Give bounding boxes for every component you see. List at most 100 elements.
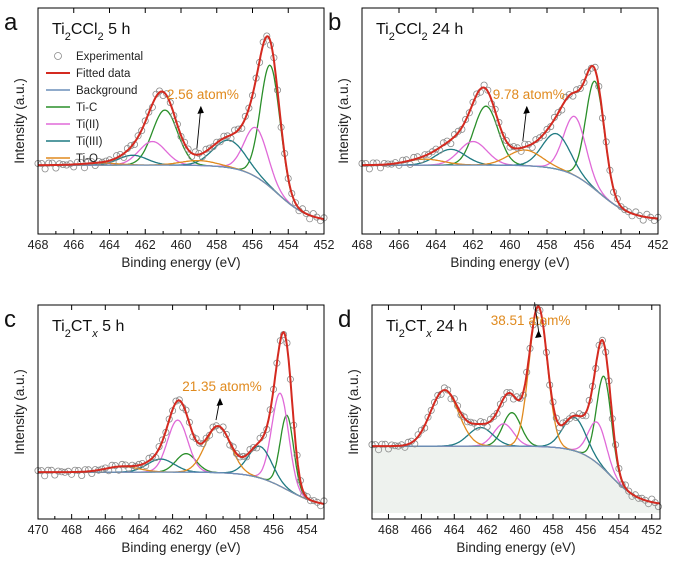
x-tick-label: 458: [229, 523, 250, 537]
atom-percent-annotation: 21.35 atom%: [182, 379, 262, 394]
experimental-point: [41, 472, 49, 480]
panel-letter: a: [4, 9, 18, 36]
x-tick-label: 464: [426, 238, 447, 252]
experimental-point: [624, 208, 632, 216]
experimental-point: [234, 125, 242, 133]
experimental-point: [88, 158, 96, 166]
experimental-point: [506, 389, 514, 397]
x-tick-label: 454: [608, 523, 629, 537]
legend-entry: Ti(III): [76, 136, 103, 148]
atom-percent-annotation: 2.56 atom%: [167, 87, 239, 102]
x-tick-label: 466: [389, 238, 410, 252]
x-tick-label: 468: [28, 238, 49, 252]
experimental-point: [77, 158, 85, 166]
experimental-point: [536, 134, 544, 142]
annotation-arrowhead: [523, 105, 530, 114]
experimental-point: [625, 487, 633, 495]
experimental-point: [454, 127, 462, 135]
y-axis-label: Intensity (a.u.): [336, 78, 351, 164]
x-tick-label: 468: [352, 238, 373, 252]
x-axis-label: Binding energy (eV): [450, 255, 569, 270]
experimental-point: [48, 159, 56, 167]
annotation-arrowhead: [197, 105, 204, 114]
annotation-arrow: [534, 302, 540, 332]
panel-a: 468 466 464 462 460 458 456 454 452 Binding energ…: [4, 7, 335, 270]
panel-letter: c: [4, 306, 16, 333]
panel-title: Ti2CCl2 24 h: [376, 21, 463, 43]
x-tick-label: 458: [537, 238, 558, 252]
x-tick-label: 454: [278, 238, 299, 252]
experimental-point: [554, 109, 562, 117]
legend-marker-experimental: [54, 52, 62, 60]
experimental-point: [425, 150, 433, 158]
experimental-point: [41, 165, 49, 173]
x-tick-label: 452: [641, 523, 662, 537]
experimental-point: [302, 209, 310, 217]
experimental-point: [74, 466, 82, 474]
experimental-point: [502, 136, 510, 144]
panel-c: 470 468 466 464 462 460 458 456 454 Binding energ…: [4, 304, 328, 555]
experimental-point: [399, 156, 407, 164]
annotation-arrowhead: [535, 330, 542, 338]
x-tick-label: 464: [99, 238, 120, 252]
experimental-point: [148, 453, 156, 461]
background-shading: [372, 446, 660, 513]
background-curve: [372, 445, 661, 505]
y-axis-label: Intensity (a.u.): [346, 369, 361, 455]
x-tick-label: 462: [162, 523, 183, 537]
panel-d: 468 466 464 462 460 458 456 454 452 Binding energ…: [338, 302, 662, 555]
experimental-point: [576, 85, 584, 93]
x-tick-label: 460: [196, 523, 217, 537]
atom-percent-annotation: 38.51 atom%: [491, 313, 571, 328]
experimental-point: [78, 471, 86, 479]
experimental-point: [206, 144, 214, 152]
x-tick-label: 460: [171, 238, 192, 252]
experimental-point: [184, 145, 192, 153]
experimental-point: [365, 165, 373, 173]
panel-title: Ti2CTx 5 h: [52, 318, 124, 340]
x-tick-label: 462: [463, 238, 484, 252]
experimental-point: [373, 159, 381, 167]
fitted-curve: [362, 64, 659, 220]
x-tick-label: 454: [297, 523, 318, 537]
x-tick-label: 452: [314, 238, 335, 252]
x-tick-label: 466: [411, 523, 432, 537]
x-tick-label: 460: [500, 238, 521, 252]
y-axis-label: Intensity (a.u.): [12, 369, 27, 455]
atom-percent-annotation: 9.78 atom%: [493, 87, 565, 102]
experimental-point: [539, 131, 547, 139]
x-tick-label: 460: [510, 523, 531, 537]
plot-frame: [361, 7, 659, 235]
x-tick-label: 470: [28, 523, 49, 537]
experimental-point: [291, 199, 299, 207]
legend-entry: Fitted data: [76, 68, 131, 80]
experimental-point: [434, 391, 442, 399]
panel-title: Ti2CTx 24 h: [386, 318, 467, 340]
experimental-point: [598, 336, 606, 344]
experimental-point: [430, 398, 438, 406]
y-axis-label: Intensity (a.u.): [12, 78, 27, 164]
x-tick-label: 468: [378, 523, 399, 537]
series-ti-c-curve: [38, 414, 325, 505]
x-tick-label: 464: [444, 523, 465, 537]
x-tick-label: 456: [574, 238, 595, 252]
experimental-point: [473, 90, 481, 98]
x-tick-label: 452: [648, 238, 669, 252]
legend-entry: Ti-O: [76, 153, 98, 165]
experimental-point: [44, 466, 52, 474]
background-curve: [38, 471, 325, 505]
experimental-point: [48, 466, 56, 474]
experimental-point: [580, 78, 588, 86]
x-tick-label: 464: [129, 523, 150, 537]
experimental-point: [427, 406, 435, 414]
x-tick-label: 456: [263, 523, 284, 537]
x-tick-label: 462: [135, 238, 156, 252]
x-tick-label: 462: [477, 523, 498, 537]
experimental-point: [213, 138, 221, 146]
experimental-point: [496, 400, 504, 408]
fitted-curve: [372, 305, 661, 505]
plot-frame: [37, 304, 325, 520]
experimental-point: [134, 132, 142, 140]
fitted-curve: [38, 35, 325, 221]
